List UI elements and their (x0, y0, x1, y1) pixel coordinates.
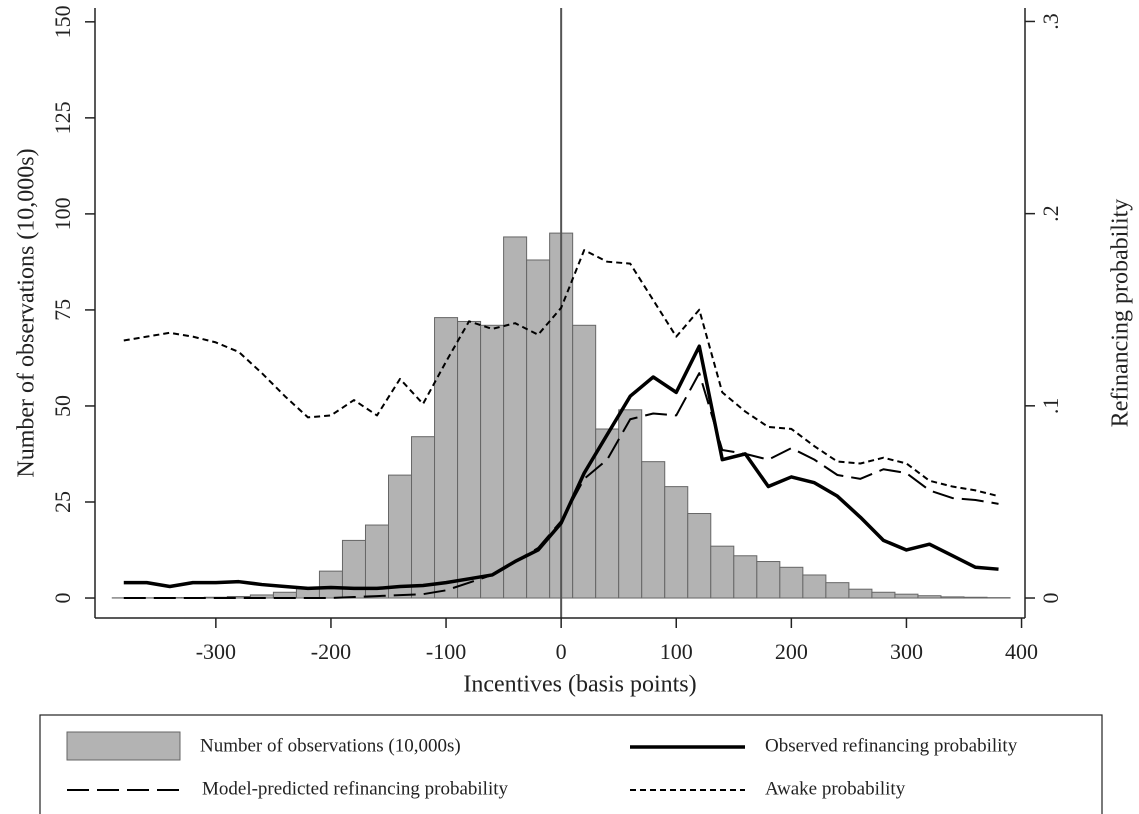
legend-label: Model-predicted refinancing probability (202, 778, 509, 799)
bar (710, 545, 735, 599)
bar (618, 409, 643, 599)
bar (641, 461, 666, 599)
bar (825, 582, 850, 599)
x-tick-label: -100 (426, 639, 466, 664)
x-tick-label: -300 (196, 639, 236, 664)
x-tick-label: -200 (311, 639, 351, 664)
y-axis-title: Number of observations (10,000s) (14, 148, 40, 477)
y-tick-label: 75 (50, 299, 75, 321)
bar (917, 595, 942, 599)
bar (871, 591, 896, 599)
x-tick-label: 100 (660, 639, 693, 664)
x-axis-title: Incentives (basis points) (463, 672, 696, 698)
y-tick-label: 100 (50, 197, 75, 230)
line-series (123, 249, 999, 498)
bar (779, 566, 804, 599)
line-series (123, 372, 999, 600)
legend-box (39, 714, 1103, 814)
bar (963, 596, 988, 599)
bar (940, 596, 965, 599)
y2-tick-label: .2 (1038, 205, 1063, 222)
bar (894, 593, 919, 599)
y-tick-label: 50 (50, 395, 75, 417)
line-series (123, 344, 999, 591)
bar (388, 474, 413, 599)
legend-label: Number of observations (10,000s) (200, 735, 461, 756)
y-tick-label: 150 (50, 5, 75, 38)
y2-tick-label: .3 (1038, 13, 1063, 30)
bar (318, 570, 343, 599)
bar (411, 436, 436, 599)
x-tick-label: 400 (1005, 639, 1038, 664)
bar (457, 320, 482, 599)
bar (480, 324, 505, 599)
y-tick-label: 0 (50, 593, 75, 604)
x-tick-label: 200 (775, 639, 808, 664)
bar (595, 428, 620, 599)
bar (664, 486, 689, 599)
x-tick-label: 300 (890, 639, 923, 664)
legend-label: Observed refinancing probability (765, 735, 1018, 756)
y2-tick-label: .1 (1038, 398, 1063, 415)
x-tick-label: 0 (556, 639, 567, 664)
bar (848, 588, 873, 599)
bar (503, 236, 528, 599)
bar (756, 561, 781, 599)
y2-tick-label: 0 (1038, 593, 1063, 604)
y2-axis-title: Refinancing probability (1108, 199, 1134, 428)
y-tick-label: 125 (50, 101, 75, 134)
bar (733, 555, 758, 599)
bar (687, 513, 712, 599)
legend-label: Awake probability (765, 778, 906, 799)
legend-swatch (66, 731, 181, 761)
y-tick-label: 25 (50, 491, 75, 513)
bar (434, 317, 459, 599)
bar (802, 574, 827, 599)
